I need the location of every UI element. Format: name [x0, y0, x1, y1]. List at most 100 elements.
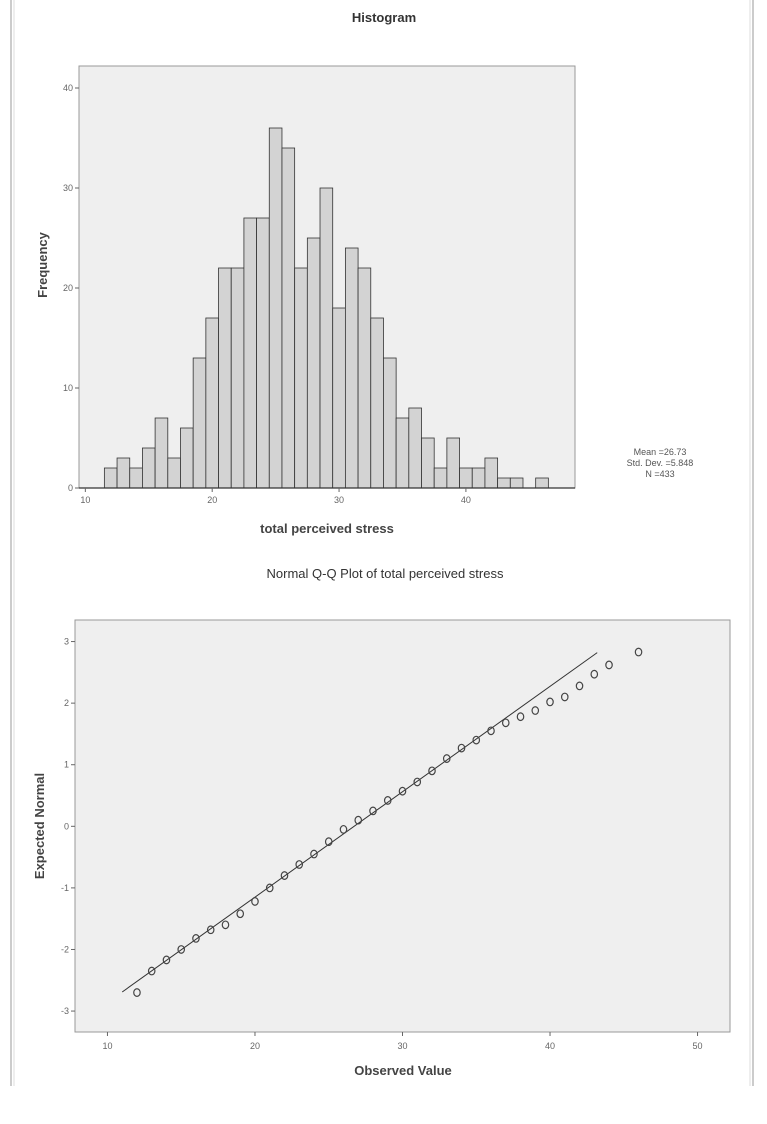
- histogram-title: Histogram: [352, 10, 416, 25]
- histogram-bar: [433, 467, 448, 489]
- histogram-bar: [142, 447, 156, 489]
- qq-points: [133, 647, 643, 997]
- y-tick-label: -3: [61, 1006, 69, 1016]
- qq-point: [192, 933, 200, 943]
- y-tick-label: 0: [68, 483, 73, 493]
- y-tick-label: 10: [63, 383, 73, 393]
- x-tick-label: 10: [80, 495, 90, 505]
- histogram-bar: [370, 317, 384, 489]
- histogram-bar: [230, 267, 245, 489]
- qq-point: [206, 925, 215, 935]
- qq-point: [634, 647, 643, 657]
- qq-point: [457, 743, 466, 753]
- histogram-bar: [167, 457, 181, 489]
- y-tick-label: 2: [64, 698, 69, 708]
- x-tick-label: 20: [250, 1041, 260, 1051]
- histogram-bar: [154, 417, 169, 489]
- histogram-bar: [129, 467, 143, 489]
- x-tick-label: 30: [397, 1041, 407, 1051]
- qq-point: [590, 669, 599, 679]
- histogram-bar: [484, 457, 499, 489]
- histogram-bar: [471, 467, 486, 489]
- qq-title: Normal Q-Q Plot of total perceived stres…: [267, 566, 504, 581]
- qq-point: [251, 897, 259, 906]
- qq-point: [162, 955, 171, 965]
- qq-point: [487, 726, 495, 736]
- x-tick-label: 10: [102, 1041, 112, 1051]
- x-tick-label: 40: [461, 495, 471, 505]
- y-tick-label: 0: [64, 821, 69, 831]
- histogram-x-ticks: 10 20 30 40: [80, 488, 471, 505]
- qq-point: [354, 815, 363, 825]
- qq-point: [605, 660, 613, 670]
- y-tick-label: 3: [64, 637, 69, 647]
- qq-point: [575, 681, 584, 691]
- qq-x-ticks: 10 20 30 40 50: [102, 1032, 703, 1051]
- histogram-bar: [281, 147, 296, 489]
- stats-mean: Mean =26.73: [634, 447, 687, 457]
- qq-point: [560, 692, 569, 702]
- x-tick-label: 50: [693, 1041, 703, 1051]
- histogram-bar: [268, 127, 283, 489]
- histogram-bar: [256, 217, 270, 489]
- stats-std-dev: Std. Dev. =5.848: [627, 458, 694, 468]
- y-tick-label: -2: [61, 944, 69, 954]
- qq-point: [546, 697, 554, 707]
- histogram-bar: [446, 437, 460, 489]
- qq-point: [310, 849, 318, 859]
- histogram-bar: [535, 477, 549, 489]
- histogram-bar: [383, 357, 397, 489]
- histogram-bar: [103, 467, 118, 489]
- histogram-bar: [319, 187, 334, 489]
- histogram-x-label: total perceived stress: [260, 521, 394, 536]
- qq-point: [339, 824, 348, 834]
- x-tick-label: 20: [207, 495, 217, 505]
- histogram-bar: [408, 407, 422, 489]
- histogram-bar: [459, 467, 473, 489]
- qq-reference-line: [121, 652, 598, 993]
- qq-point: [280, 871, 289, 880]
- qq-point: [383, 796, 392, 805]
- qq-point: [295, 860, 304, 869]
- y-tick-label: 20: [63, 283, 73, 293]
- qq-plot-area: [74, 619, 731, 1033]
- histogram-bar: [205, 317, 219, 489]
- qq-point: [133, 988, 141, 997]
- histogram-bar: [344, 247, 359, 489]
- histogram-y-label: Frequency: [35, 231, 50, 298]
- qq-point: [221, 920, 230, 930]
- qq-point: [265, 883, 274, 893]
- qq-point: [398, 786, 407, 796]
- qq-x-label: Observed Value: [354, 1063, 452, 1078]
- y-tick-label: 1: [64, 760, 69, 770]
- qq-point: [501, 718, 510, 728]
- qq-point: [177, 945, 186, 954]
- histogram-bar: [218, 267, 232, 489]
- qq-point: [147, 966, 156, 976]
- histogram-bar: [192, 357, 207, 489]
- qq-point: [531, 706, 540, 715]
- y-tick-label: -1: [61, 883, 69, 893]
- histogram-bar: [421, 437, 435, 489]
- x-tick-label: 30: [334, 495, 344, 505]
- qq-reference-line-group: [121, 652, 598, 993]
- qq-point: [369, 806, 377, 816]
- histogram-bar: [497, 477, 511, 489]
- qq-point: [442, 754, 451, 763]
- histogram-bar: [180, 427, 194, 489]
- histogram-chart: Histogram 10 20 30 40 0 10 20 30 40 total perce…: [35, 10, 693, 536]
- histogram-bar: [306, 237, 321, 489]
- histogram-bar: [116, 457, 131, 489]
- qq-point: [472, 735, 481, 745]
- qq-y-ticks: -3 -2 -1 0 1 2 3: [61, 637, 75, 1016]
- histogram-bars: [103, 127, 549, 489]
- histogram-bar: [243, 217, 257, 489]
- histogram-bar: [509, 477, 524, 489]
- histogram-y-ticks: 0 10 20 30 40: [63, 83, 79, 493]
- histogram-bar: [395, 417, 410, 489]
- qq-point: [413, 777, 422, 787]
- x-tick-label: 40: [545, 1041, 555, 1051]
- y-tick-label: 40: [63, 83, 73, 93]
- qq-point: [236, 909, 245, 919]
